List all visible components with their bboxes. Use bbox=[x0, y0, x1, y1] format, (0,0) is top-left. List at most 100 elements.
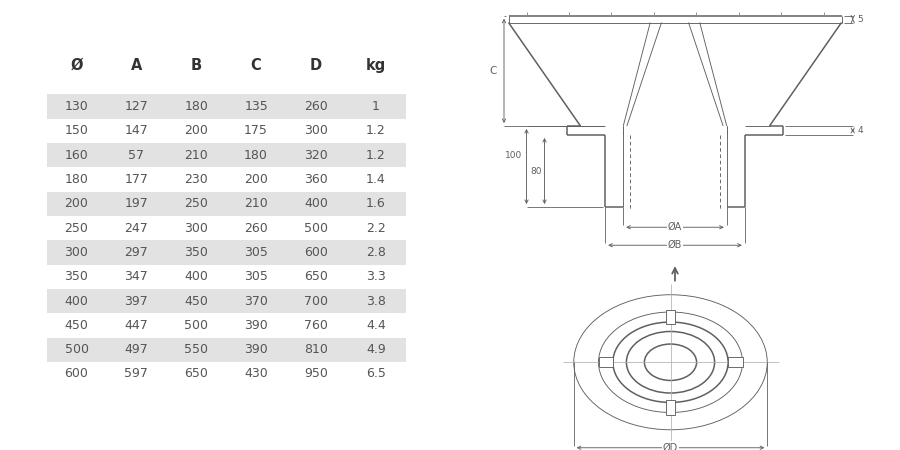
Text: 400: 400 bbox=[65, 295, 88, 307]
Text: 180: 180 bbox=[65, 173, 88, 186]
Text: 550: 550 bbox=[184, 343, 208, 356]
Bar bbox=[47, 192, 406, 216]
Bar bbox=[47, 216, 406, 240]
Text: kg: kg bbox=[365, 58, 386, 73]
Text: 400: 400 bbox=[184, 270, 208, 283]
Text: 650: 650 bbox=[304, 270, 328, 283]
Text: 260: 260 bbox=[244, 222, 268, 234]
Text: 950: 950 bbox=[304, 368, 328, 380]
Text: 200: 200 bbox=[184, 125, 208, 137]
Text: C: C bbox=[251, 58, 261, 73]
Text: 500: 500 bbox=[304, 222, 328, 234]
Text: 80: 80 bbox=[531, 166, 542, 176]
Text: 6.5: 6.5 bbox=[365, 368, 386, 380]
Text: 390: 390 bbox=[244, 343, 268, 356]
Text: ØD: ØD bbox=[663, 443, 678, 450]
Bar bbox=[728, 357, 742, 367]
Text: 600: 600 bbox=[304, 246, 328, 259]
Bar bbox=[47, 362, 406, 386]
Text: 390: 390 bbox=[244, 319, 268, 332]
Bar bbox=[47, 313, 406, 338]
Text: B: B bbox=[191, 58, 202, 73]
Text: 500: 500 bbox=[65, 343, 88, 356]
Text: 247: 247 bbox=[124, 222, 148, 234]
Text: 500: 500 bbox=[184, 319, 208, 332]
Bar bbox=[665, 400, 675, 414]
Text: ØA: ØA bbox=[668, 222, 682, 232]
Text: 175: 175 bbox=[244, 125, 268, 137]
Bar bbox=[47, 289, 406, 313]
Text: 260: 260 bbox=[304, 100, 328, 113]
Text: A: A bbox=[130, 58, 142, 73]
Text: 130: 130 bbox=[65, 100, 88, 113]
Text: 200: 200 bbox=[65, 198, 88, 210]
Text: 2.8: 2.8 bbox=[365, 246, 386, 259]
Text: 597: 597 bbox=[124, 368, 148, 380]
Text: 305: 305 bbox=[244, 270, 268, 283]
Text: 700: 700 bbox=[304, 295, 328, 307]
Bar bbox=[47, 265, 406, 289]
Text: 127: 127 bbox=[124, 100, 148, 113]
Text: 300: 300 bbox=[304, 125, 328, 137]
Bar bbox=[47, 119, 406, 143]
Text: 250: 250 bbox=[184, 198, 208, 210]
Text: 400: 400 bbox=[304, 198, 328, 210]
Text: 1.2: 1.2 bbox=[366, 125, 385, 137]
Bar bbox=[665, 310, 675, 324]
Text: 600: 600 bbox=[65, 368, 88, 380]
Text: 250: 250 bbox=[65, 222, 88, 234]
Text: 450: 450 bbox=[184, 295, 208, 307]
Text: 497: 497 bbox=[124, 343, 148, 356]
Bar bbox=[598, 357, 613, 367]
Text: 370: 370 bbox=[244, 295, 268, 307]
Text: 180: 180 bbox=[244, 149, 268, 162]
Text: 810: 810 bbox=[304, 343, 328, 356]
Text: ØB: ØB bbox=[668, 240, 682, 250]
Text: 200: 200 bbox=[244, 173, 268, 186]
Bar bbox=[47, 167, 406, 192]
Bar bbox=[47, 94, 406, 119]
Text: 197: 197 bbox=[124, 198, 148, 210]
Text: 57: 57 bbox=[129, 149, 144, 162]
Text: 135: 135 bbox=[244, 100, 268, 113]
Bar bbox=[47, 143, 406, 167]
Text: 447: 447 bbox=[124, 319, 148, 332]
Text: 5: 5 bbox=[857, 14, 863, 23]
Text: 760: 760 bbox=[304, 319, 328, 332]
Text: 150: 150 bbox=[65, 125, 88, 137]
Bar bbox=[47, 240, 406, 265]
Text: 100: 100 bbox=[505, 151, 522, 160]
Bar bbox=[47, 338, 406, 362]
Text: 430: 430 bbox=[244, 368, 268, 380]
Text: 4.9: 4.9 bbox=[366, 343, 385, 356]
Text: 147: 147 bbox=[124, 125, 148, 137]
Text: 1: 1 bbox=[372, 100, 380, 113]
Text: 4: 4 bbox=[857, 126, 863, 135]
Text: C: C bbox=[489, 66, 497, 76]
Text: 2.2: 2.2 bbox=[366, 222, 385, 234]
Text: 210: 210 bbox=[184, 149, 208, 162]
Text: 397: 397 bbox=[124, 295, 148, 307]
Text: 300: 300 bbox=[184, 222, 208, 234]
Text: 230: 230 bbox=[184, 173, 208, 186]
Text: 450: 450 bbox=[65, 319, 88, 332]
Text: 300: 300 bbox=[65, 246, 88, 259]
Text: D: D bbox=[310, 58, 322, 73]
Text: 320: 320 bbox=[304, 149, 328, 162]
Text: 1.6: 1.6 bbox=[366, 198, 385, 210]
Text: 347: 347 bbox=[124, 270, 148, 283]
Text: 360: 360 bbox=[304, 173, 328, 186]
Text: 177: 177 bbox=[124, 173, 148, 186]
Text: 3.8: 3.8 bbox=[365, 295, 386, 307]
Text: 160: 160 bbox=[65, 149, 88, 162]
Text: 350: 350 bbox=[65, 270, 88, 283]
Text: 210: 210 bbox=[244, 198, 268, 210]
Text: 305: 305 bbox=[244, 246, 268, 259]
Text: Ø: Ø bbox=[70, 58, 83, 73]
Text: 350: 350 bbox=[184, 246, 208, 259]
Text: 180: 180 bbox=[184, 100, 208, 113]
Text: 1.4: 1.4 bbox=[366, 173, 385, 186]
Text: 3.3: 3.3 bbox=[366, 270, 385, 283]
Text: 650: 650 bbox=[184, 368, 208, 380]
Text: 1.2: 1.2 bbox=[366, 149, 385, 162]
